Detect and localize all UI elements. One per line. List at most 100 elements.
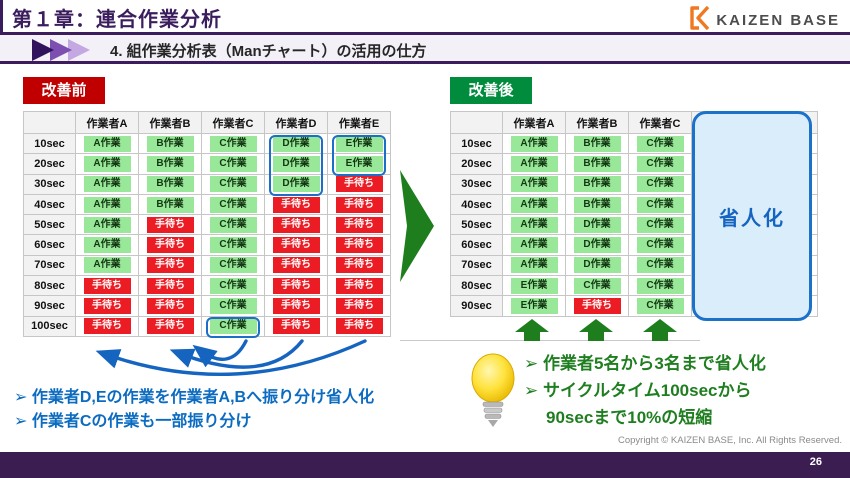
chart-cell: C作業 (201, 234, 265, 256)
chart-cell: 手待ち (264, 275, 328, 297)
note-line: ➢ 作業者D,Eの作業を作業者A,Bへ振り分け省人化 (14, 389, 375, 406)
wait-block: 手待ち (335, 176, 383, 193)
time-label: 30sec (450, 173, 503, 195)
work-block: C作業 (636, 298, 684, 315)
time-label: 60sec (450, 234, 503, 256)
chart-cell: D作業 (565, 234, 629, 256)
work-block: A作業 (83, 257, 131, 274)
note-line: ➢ 作業者Cの作業も一部振り分け (14, 413, 252, 430)
labor-saving-label: 省人化 (719, 207, 785, 230)
table-row: 20sec A作業 B作業 C作業 D作業 E作業 (23, 153, 391, 175)
work-block: B作業 (573, 155, 621, 172)
column-header: 作業者B (565, 111, 629, 134)
work-block: C作業 (636, 135, 684, 152)
chart-cell: C作業 (201, 153, 265, 175)
column-header: 作業者D (264, 111, 328, 134)
work-block: E作業 (510, 298, 558, 315)
column-header: 作業者B (138, 111, 202, 134)
chart-cell: C作業 (201, 193, 265, 216)
wait-block: 手待ち (335, 318, 383, 335)
chart-cell: C作業 (565, 275, 629, 297)
chart-cell: A作業 (75, 132, 139, 155)
redistribution-arrows-icon (50, 335, 410, 402)
column-header: 作業者A (75, 111, 139, 134)
wait-block: 手待ち (335, 277, 383, 294)
work-block: A作業 (510, 216, 558, 233)
chart-cell: 手待ち (75, 315, 139, 337)
after-notes: ➢ 作業者5名から3名まで省人化 ➢ サイクルタイム100secから 90secまで… (524, 350, 766, 431)
time-label: 20sec (23, 153, 76, 175)
work-block: A作業 (510, 196, 558, 213)
table-row: 30sec A作業 B作業 C作業 D作業 手待ち (23, 173, 391, 195)
section-bar (0, 35, 850, 64)
chart-cell: D作業 (264, 173, 328, 195)
wait-block: 手待ち (272, 237, 320, 254)
chart-cell: C作業 (628, 254, 692, 277)
chart-cell: 手待ち (75, 275, 139, 297)
wait-block: 手待ち (335, 216, 383, 233)
table-row: 10sec A作業 B作業 C作業 D作業 E作業 (23, 132, 391, 155)
work-block: A作業 (510, 257, 558, 274)
work-block: B作業 (573, 176, 621, 193)
work-block: A作業 (510, 135, 558, 152)
wait-block: 手待ち (146, 298, 194, 315)
wait-block: 手待ち (83, 277, 131, 294)
chart-cell: 手待ち (264, 295, 328, 317)
table-row: 60sec A作業 手待ち C作業 手待ち 手待ち (23, 234, 391, 256)
column-header (450, 111, 503, 134)
work-block: C作業 (636, 257, 684, 274)
chart-cell: B作業 (138, 193, 202, 216)
time-label: 70sec (450, 254, 503, 277)
before-label: 改善前 (23, 77, 105, 104)
chart-cell: 手待ち (138, 234, 202, 256)
work-block: C作業 (636, 277, 684, 294)
time-label: 50sec (450, 214, 503, 236)
improvement-up-arrow-b-icon (579, 319, 613, 346)
work-block: B作業 (146, 196, 194, 213)
chart-cell: C作業 (628, 275, 692, 297)
time-label: 70sec (23, 254, 76, 277)
work-block: A作業 (83, 135, 131, 152)
work-block: D作業 (573, 237, 621, 254)
column-header: 作業者C (201, 111, 265, 134)
lightbulb-icon (468, 352, 518, 435)
column-header: 作業者C (628, 111, 692, 134)
work-block: D作業 (573, 216, 621, 233)
chart-cell: A作業 (502, 153, 566, 175)
chart-cell: A作業 (502, 214, 566, 236)
kaizen-base-logo: KAIZEN BASE (685, 4, 840, 37)
work-block: D作業 (272, 176, 320, 193)
wait-block: 手待ち (335, 257, 383, 274)
before-notes: ➢ 作業者D,Eの作業を作業者A,Bへ振り分け省人化 ➢ 作業者Cの作業も一部振り… (14, 386, 374, 434)
time-label: 60sec (23, 234, 76, 256)
chart-cell: 手待ち (327, 193, 391, 216)
after-chart-baseline (400, 340, 700, 341)
work-block: C作業 (209, 196, 257, 213)
work-block: C作業 (636, 216, 684, 233)
chart-cell: C作業 (628, 295, 692, 317)
chart-cell: C作業 (628, 214, 692, 236)
chart-cell: B作業 (138, 173, 202, 195)
chart-cell: 手待ち (565, 295, 629, 317)
wait-block: 手待ち (335, 298, 383, 315)
chart-cell: B作業 (565, 173, 629, 195)
chart-cell: C作業 (201, 173, 265, 195)
work-block: E作業 (335, 155, 383, 172)
work-block: B作業 (573, 135, 621, 152)
chart-cell: C作業 (201, 254, 265, 277)
wait-block: 手待ち (272, 318, 320, 335)
time-label: 20sec (450, 153, 503, 175)
chart-cell: 手待ち (264, 193, 328, 216)
chart-cell: A作業 (75, 193, 139, 216)
chart-cell: 手待ち (264, 214, 328, 236)
wait-block: 手待ち (272, 277, 320, 294)
chart-cell: B作業 (138, 132, 202, 155)
work-block: A作業 (83, 196, 131, 213)
chart-cell: D作業 (264, 153, 328, 175)
transition-arrow-icon (400, 170, 436, 287)
chart-cell: C作業 (628, 234, 692, 256)
table-row: 80sec 手待ち 手待ち C作業 手待ち 手待ち (23, 275, 391, 297)
work-block: A作業 (510, 237, 558, 254)
chart-cell: B作業 (138, 153, 202, 175)
